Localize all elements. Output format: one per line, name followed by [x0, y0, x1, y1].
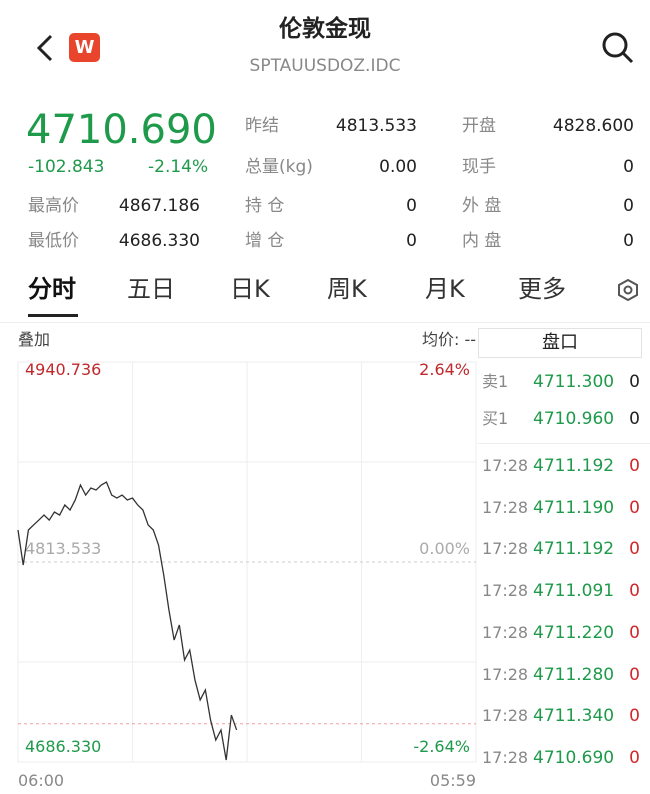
trade-price: 4711.280 — [533, 664, 615, 685]
field-value: 4813.533 — [335, 116, 417, 136]
trade-qty: 0 — [629, 622, 640, 643]
trade-price: 4710.690 — [533, 747, 615, 768]
overlay-button[interactable]: 叠加 — [18, 330, 51, 349]
y2-tick-label: 0.00% — [419, 539, 470, 558]
book-price: 4710.960 — [533, 409, 615, 429]
field-value: 0 — [406, 196, 417, 216]
trade-qty: 0 — [629, 539, 640, 560]
field-value: 0 — [623, 157, 634, 177]
trade-time: 17:28 — [482, 622, 529, 642]
trade-time: 17:28 — [482, 664, 529, 684]
trade-qty: 0 — [629, 706, 640, 727]
book-qty: 0 — [629, 409, 640, 429]
price-line — [17, 481, 238, 761]
field-label: 昨结 — [245, 116, 279, 136]
field-value: 4686.330 — [118, 231, 200, 251]
trade-time: 17:28 — [482, 539, 529, 559]
settings-button[interactable] — [616, 278, 640, 302]
x-label: 06:00 — [18, 771, 64, 790]
field-label: 开盘 — [462, 116, 496, 136]
trade-price: 4711.220 — [533, 622, 615, 643]
trade-time: 17:28 — [482, 706, 529, 726]
tab[interactable]: 月K — [425, 275, 465, 303]
trade-time: 17:28 — [482, 747, 529, 767]
field-value: 0.00 — [379, 157, 417, 177]
tab[interactable]: 更多 — [518, 275, 566, 303]
y2-tick-label: -2.64% — [413, 737, 470, 756]
field-value: 0 — [406, 231, 417, 251]
field-label: 现手 — [462, 157, 496, 177]
y-tick-label: 4940.736 — [25, 360, 101, 379]
trade-price: 4711.192 — [533, 456, 615, 476]
y2-tick-label: 2.64% — [419, 360, 470, 379]
book-price: 4711.300 — [533, 372, 615, 392]
field-label: 最低价 — [28, 231, 79, 251]
back-button[interactable] — [33, 33, 57, 63]
change: -102.843 — [28, 157, 105, 177]
field-label: 内 盘 — [462, 231, 502, 251]
search-button[interactable] — [600, 30, 636, 66]
field-label: 持 仓 — [245, 196, 285, 216]
book-side: 卖1 — [482, 372, 509, 391]
chart: 4940.736 4813.533 4686.330 2.64% 0.00% -2.64%… — [17, 360, 477, 790]
y-tick-label: 4686.330 — [25, 737, 101, 756]
tab[interactable]: 分时 — [28, 275, 76, 303]
field-value: 0 — [623, 231, 634, 251]
trade-qty: 0 — [629, 747, 640, 768]
field-label: 总量(kg) — [245, 157, 313, 177]
trade-price: 4711.091 — [533, 581, 615, 602]
trade-qty: 0 — [629, 581, 640, 602]
divider — [478, 443, 650, 444]
field-value: 0 — [623, 196, 634, 216]
tab[interactable]: 日K — [230, 275, 270, 303]
trade-qty: 0 — [629, 456, 640, 476]
book-side: 买1 — [482, 409, 509, 428]
trade-time: 17:28 — [482, 581, 529, 601]
trade-qty: 0 — [629, 664, 640, 685]
title: 伦敦金现 — [279, 16, 371, 42]
field-value: 4828.600 — [552, 116, 634, 136]
field-value: 4867.186 — [118, 196, 200, 216]
y-tick-label: 4813.533 — [25, 539, 101, 558]
field-label: 外 盘 — [462, 196, 502, 216]
trade-time: 17:28 — [482, 497, 529, 517]
trade-price: 4711.192 — [533, 539, 615, 560]
trade-price: 4711.190 — [533, 497, 615, 518]
order-book-title: 盘口 — [478, 328, 642, 358]
tab[interactable]: 周K — [327, 275, 367, 303]
field-label: 最高价 — [28, 196, 79, 216]
last-price: 4710.690 — [26, 107, 217, 153]
divider — [0, 322, 650, 323]
trade-price: 4711.340 — [533, 706, 615, 727]
tab-underline — [28, 314, 78, 317]
trade-qty: 0 — [629, 497, 640, 518]
book-qty: 0 — [629, 372, 640, 392]
x-label: 05:59 — [430, 771, 476, 790]
change-pct: -2.14% — [148, 157, 209, 177]
subtitle: SPTAUUSDOZ.IDC — [249, 56, 401, 76]
field-label: 增 仓 — [245, 231, 285, 251]
app-badge[interactable]: W — [69, 33, 100, 62]
avg-price: 均价: -- — [421, 330, 476, 349]
tab[interactable]: 五日 — [127, 275, 175, 303]
trade-time: 17:28 — [482, 456, 529, 475]
